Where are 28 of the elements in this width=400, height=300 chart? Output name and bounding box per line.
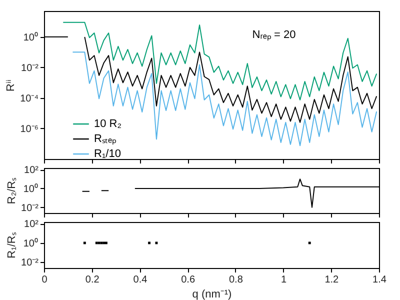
y-tick-label: 10⁻⁶	[20, 124, 38, 135]
y-tick-label: 10²	[24, 165, 40, 176]
y-tick-label: 10⁻²	[21, 62, 40, 74]
line-series	[72, 52, 378, 146]
x-tick-label: 1	[281, 274, 288, 286]
legend-label: R₁/10	[94, 148, 121, 160]
annotation: Nᵣₑₚ = 20	[252, 29, 296, 41]
x-tick-label: 0.8	[228, 274, 244, 286]
x-tick-label: 1.2	[324, 274, 340, 286]
y-tick-label: 10²	[24, 219, 40, 230]
y-tick-label: 10⁻²	[21, 202, 40, 214]
x-axis-title: q (nm⁻¹)	[192, 288, 232, 300]
y-tick-label: 10⁰	[23, 31, 38, 44]
x-tick-label: 0.2	[85, 274, 100, 286]
y-axis-title: R₁/Rₛ	[6, 232, 18, 258]
y-axis-title: Rⁱⁱ	[5, 80, 18, 92]
y-axis-title: R₂/Rₛ	[6, 176, 18, 204]
x-tick-label: 0	[42, 274, 48, 286]
x-tick-label: 0.6	[181, 274, 196, 286]
legend-label: 10 R₂	[94, 118, 122, 130]
y-tick-label: 10⁻²	[21, 258, 40, 269]
legend-label: Rₛₜₑₚ	[94, 133, 116, 145]
y-tick-label: 10⁰	[23, 237, 38, 250]
x-tick-label: 0.4	[133, 274, 148, 286]
line-series	[62, 22, 378, 100]
x-tick-label: 1.4	[372, 274, 387, 286]
y-tick-label: 10⁰	[23, 182, 38, 195]
y-tick-label: 10⁻⁴	[20, 93, 38, 104]
